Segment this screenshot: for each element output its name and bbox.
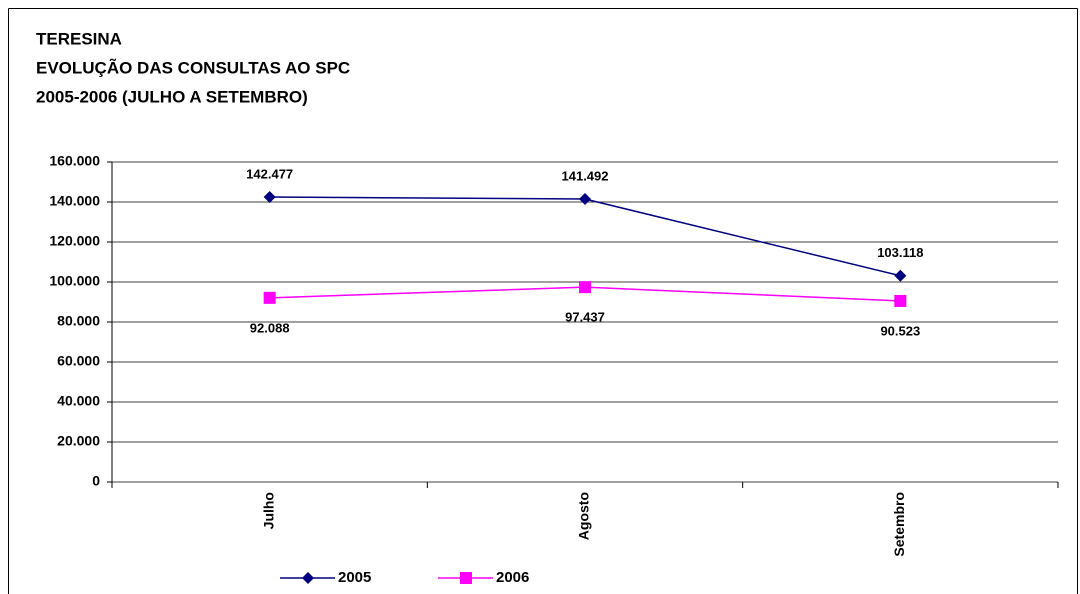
- legend-label: 2006: [496, 569, 529, 586]
- data-label: 142.477: [246, 166, 293, 181]
- marker: [263, 191, 276, 204]
- y-tick-label: 40.000: [57, 393, 100, 409]
- marker: [460, 572, 472, 584]
- data-label: 141.492: [562, 168, 609, 183]
- x-tick-label: Setembro: [891, 492, 907, 557]
- y-tick-label: 80.000: [57, 313, 100, 329]
- chart-title: EVOLUÇÃO DAS CONSULTAS AO SPC: [36, 57, 350, 77]
- x-tick-label: Julho: [260, 492, 276, 529]
- legend-label: 2005: [338, 569, 371, 586]
- y-tick-label: 140.000: [49, 193, 100, 209]
- y-tick-label: 0: [92, 473, 100, 489]
- chart-title: 2005-2006 (JULHO A SETEMBRO): [36, 87, 308, 106]
- data-label: 90.523: [880, 323, 920, 338]
- y-tick-label: 60.000: [57, 353, 100, 369]
- y-tick-label: 160.000: [49, 153, 100, 169]
- data-label: 97.437: [565, 310, 605, 325]
- data-label: 103.118: [877, 245, 923, 260]
- y-tick-label: 20.000: [57, 433, 100, 449]
- marker: [894, 294, 907, 307]
- data-label: 92.088: [250, 320, 290, 335]
- marker: [302, 572, 314, 584]
- series-line: [269, 196, 901, 277]
- y-tick-label: 120.000: [49, 233, 100, 249]
- y-tick-label: 100.000: [49, 273, 100, 289]
- x-tick-label: Agosto: [576, 492, 592, 540]
- marker: [263, 291, 276, 304]
- marker: [579, 281, 591, 294]
- chart-title: TERESINA: [36, 29, 122, 48]
- marker: [894, 269, 907, 282]
- marker: [579, 193, 591, 206]
